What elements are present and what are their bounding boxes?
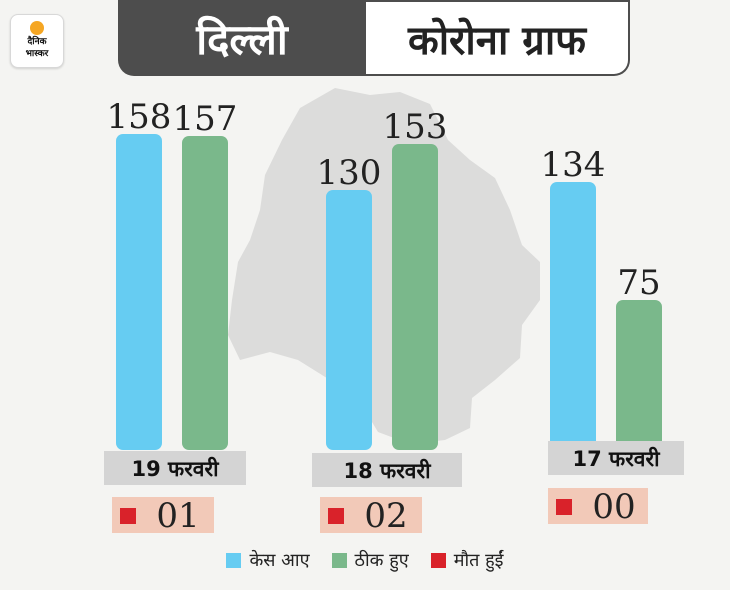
legend-swatch [226,552,242,568]
date-label: 19 फरवरी [131,456,220,481]
legend-swatch [430,552,446,568]
date-label: 18 फरवरी [343,458,432,483]
date-label: 17 फरवरी [572,446,661,471]
death-marker [556,499,572,515]
legend: केस आए ठीक हुए मौत हुईं [0,548,730,572]
death-marker [328,508,344,524]
logo-line-1: दैनिक [27,37,47,47]
legend-item: केस आए [226,548,310,572]
sun-icon [30,21,44,35]
death-value: 00 [592,487,635,527]
bar-recovered [616,300,662,450]
value-label-recovered: 153 [383,107,448,147]
bar-cases [550,182,596,450]
title-city: दिल्ली [118,0,366,76]
bar-recovered [182,136,228,450]
death-value: 02 [364,496,407,536]
title-graph: कोरोना ग्राफ [366,0,630,76]
legend-item: ठीक हुए [331,548,409,572]
legend-label: ठीक हुए [354,550,409,571]
value-label-cases: 134 [541,145,606,185]
date-label-box [104,451,246,485]
date-label-box [548,441,684,475]
legend-swatch [331,552,347,568]
death-marker [120,508,136,524]
value-label-recovered: 157 [173,99,238,139]
legend-label: केस आए [249,550,310,571]
death-value: 01 [156,496,199,536]
date-label-box [312,453,462,487]
value-label-recovered: 75 [617,263,660,303]
logo-line-2: भास्कर [25,49,49,59]
delhi-map-outline [228,88,540,444]
legend-label: मौत हुईं [453,550,504,571]
bar-cases [116,134,162,450]
dainik-bhaskar-logo: दैनिक भास्कर [10,14,64,68]
bar-cases [326,190,372,450]
legend-item: मौत हुईं [430,548,504,572]
bar-recovered [392,144,438,450]
value-label-cases: 158 [107,97,172,137]
value-label-cases: 130 [317,153,382,193]
